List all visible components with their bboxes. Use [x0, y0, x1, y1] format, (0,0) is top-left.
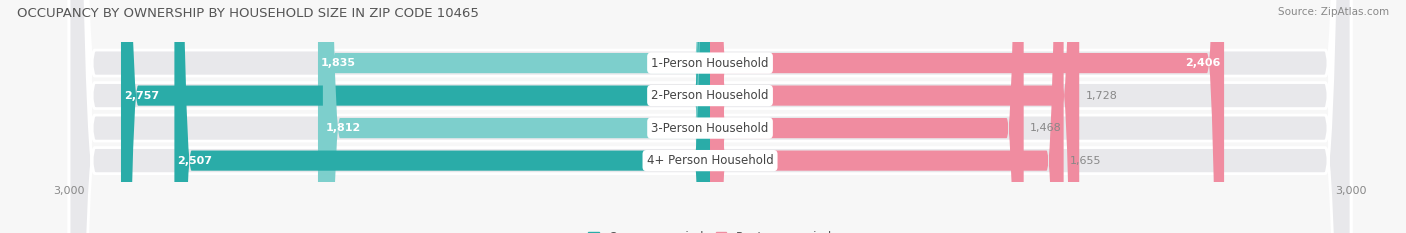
FancyBboxPatch shape: [69, 0, 1351, 233]
Text: 2-Person Household: 2-Person Household: [651, 89, 769, 102]
FancyBboxPatch shape: [323, 0, 710, 233]
Text: 2,757: 2,757: [124, 91, 159, 101]
Text: 3-Person Household: 3-Person Household: [651, 122, 769, 135]
Legend: Owner-occupied, Renter-occupied: Owner-occupied, Renter-occupied: [583, 226, 837, 233]
Text: 2,406: 2,406: [1185, 58, 1220, 68]
Text: 1,835: 1,835: [321, 58, 356, 68]
FancyBboxPatch shape: [121, 0, 710, 233]
Text: OCCUPANCY BY OWNERSHIP BY HOUSEHOLD SIZE IN ZIP CODE 10465: OCCUPANCY BY OWNERSHIP BY HOUSEHOLD SIZE…: [17, 7, 479, 20]
FancyBboxPatch shape: [69, 0, 1351, 233]
Text: 1,728: 1,728: [1085, 91, 1118, 101]
FancyBboxPatch shape: [710, 0, 1080, 233]
FancyBboxPatch shape: [69, 0, 1351, 233]
FancyBboxPatch shape: [174, 0, 710, 233]
FancyBboxPatch shape: [710, 0, 1225, 233]
Text: 2,507: 2,507: [177, 156, 212, 166]
Text: 4+ Person Household: 4+ Person Household: [647, 154, 773, 167]
Text: 1,655: 1,655: [1070, 156, 1101, 166]
FancyBboxPatch shape: [69, 0, 1351, 233]
Text: 1,812: 1,812: [326, 123, 361, 133]
Text: 1-Person Household: 1-Person Household: [651, 57, 769, 70]
FancyBboxPatch shape: [710, 0, 1063, 233]
FancyBboxPatch shape: [710, 0, 1024, 233]
Text: Source: ZipAtlas.com: Source: ZipAtlas.com: [1278, 7, 1389, 17]
FancyBboxPatch shape: [318, 0, 710, 233]
Text: 1,468: 1,468: [1031, 123, 1062, 133]
